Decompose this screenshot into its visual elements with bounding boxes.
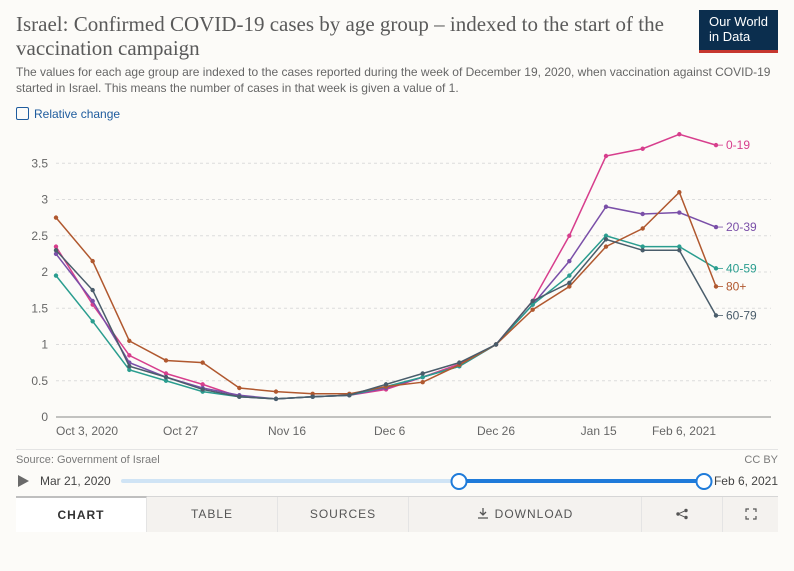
chart-subtitle: The values for each age group are indexe… [16,64,778,96]
svg-text:Feb 6, 2021: Feb 6, 2021 [652,424,716,438]
svg-text:Oct 27: Oct 27 [163,424,199,438]
tab-download-label: DOWNLOAD [495,507,574,521]
play-button[interactable] [16,474,30,488]
owid-logo: Our World in Data [699,10,778,53]
logo-line1: Our World [709,14,768,29]
logo-line2: in Data [709,29,750,44]
slider-handle-start[interactable] [450,473,467,490]
tab-table-label: TABLE [191,507,233,521]
chart-plot[interactable]: 0 0.5 1 1.5 2 2.5 3 3.5 Oct 3, 2020 Oct 27 Nov 16 D… [16,127,778,447]
slider-start-label: Mar 21, 2020 [40,474,111,488]
tab-share[interactable] [642,497,723,532]
tab-sources[interactable]: SOURCES [278,497,409,532]
tab-download[interactable]: DOWNLOAD [409,497,642,532]
tab-chart-label: CHART [58,508,105,522]
license-text: CC BY [744,454,778,466]
fullscreen-icon [745,508,757,520]
svg-text:Dec 6: Dec 6 [374,424,406,438]
tabs: CHART TABLE SOURCES DOWNLOAD [16,496,778,532]
chart-title: Israel: Confirmed COVID-19 cases by age … [16,12,688,60]
svg-text:1.5: 1.5 [31,301,48,315]
svg-text:Jan 15: Jan 15 [581,424,617,438]
svg-text:Nov 16: Nov 16 [268,424,306,438]
slider-end-label: Feb 6, 2021 [714,474,778,488]
timeline-slider[interactable] [121,479,704,483]
svg-text:0-19: 0-19 [726,138,750,152]
checkbox-label: Relative change [34,107,120,121]
source-row: Source: Government of Israel CC BY [16,449,778,470]
svg-text:60-79: 60-79 [726,308,757,322]
svg-text:Oct 3, 2020: Oct 3, 2020 [56,424,118,438]
timeline-slider-row: Mar 21, 2020 Feb 6, 2021 [16,470,778,496]
tab-table[interactable]: TABLE [147,497,278,532]
tab-fullscreen[interactable] [723,497,778,532]
svg-text:2: 2 [41,265,48,279]
relative-change-toggle[interactable]: Relative change [16,107,778,121]
svg-text:Dec 26: Dec 26 [477,424,515,438]
slider-handle-end[interactable] [695,473,712,490]
svg-text:2.5: 2.5 [31,228,48,242]
svg-text:3: 3 [41,192,48,206]
share-icon [675,508,689,520]
svg-text:1: 1 [41,337,48,351]
svg-text:20-39: 20-39 [726,220,757,234]
svg-text:0: 0 [41,410,48,424]
svg-text:0.5: 0.5 [31,373,48,387]
checkbox-icon [16,107,29,120]
svg-text:80+: 80+ [726,279,746,293]
download-icon [477,508,489,520]
svg-text:40-59: 40-59 [726,261,757,275]
source-text: Source: Government of Israel [16,454,160,466]
tab-sources-label: SOURCES [310,507,376,521]
svg-text:3.5: 3.5 [31,156,48,170]
tab-chart[interactable]: CHART [16,496,147,532]
